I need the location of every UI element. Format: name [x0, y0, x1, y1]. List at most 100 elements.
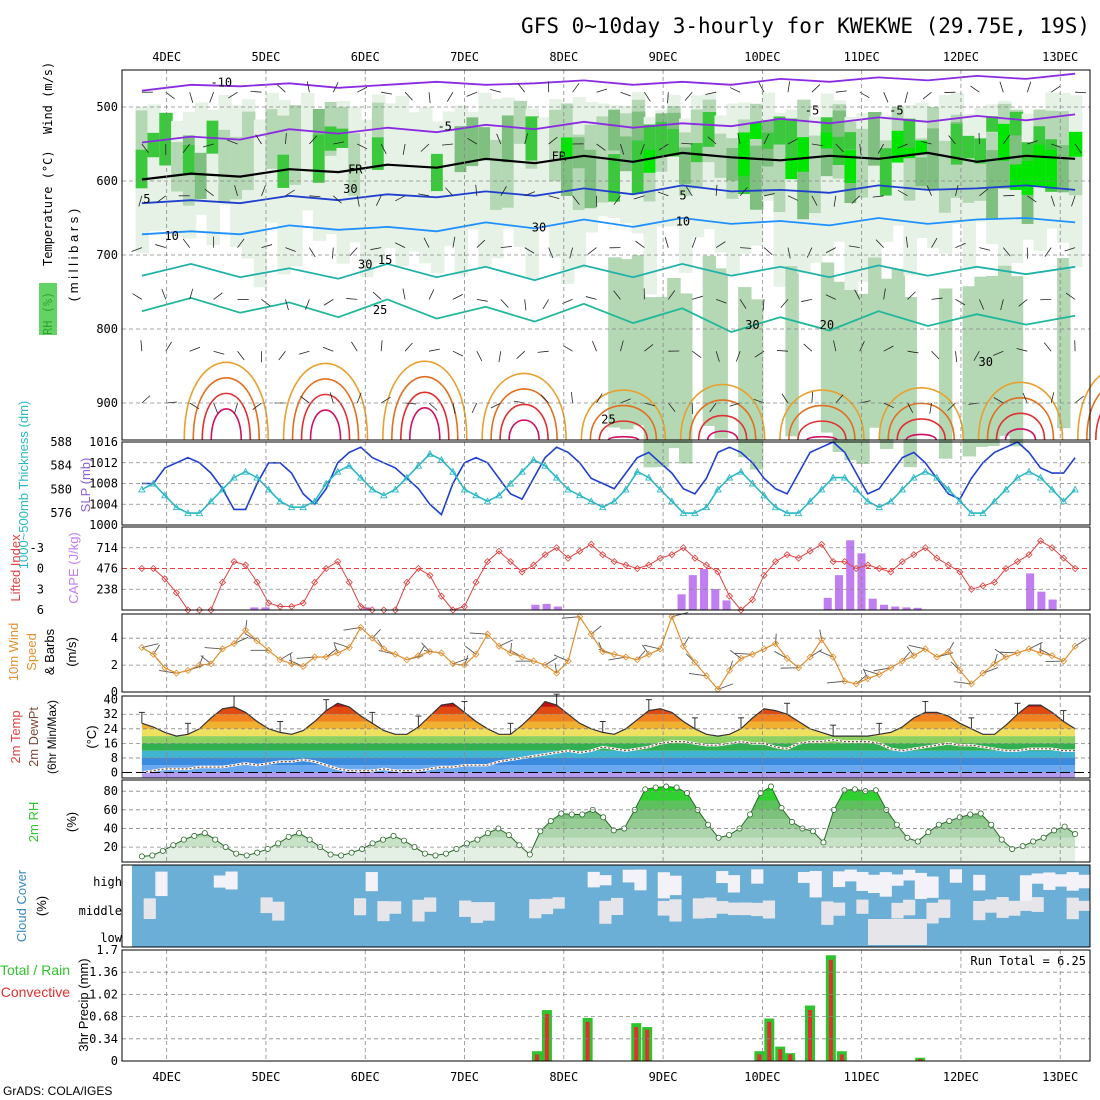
wind-barb — [620, 340, 624, 352]
cloud-high-cell — [1031, 873, 1044, 884]
wind-barb — [872, 195, 884, 198]
cloud-high-cell — [365, 872, 378, 892]
li-marker — [714, 568, 722, 576]
surface-wind-barb — [333, 643, 339, 654]
thickness-marker — [910, 473, 918, 481]
wind-barb — [329, 392, 334, 404]
y-tick-temp: 0 — [111, 766, 118, 780]
cloud-mid-cell — [377, 901, 390, 922]
cape-bar — [857, 553, 866, 610]
rh-marker — [568, 811, 575, 818]
thickness-marker — [345, 461, 354, 469]
surface-wind-barb — [729, 660, 734, 671]
rh-shade — [773, 116, 787, 145]
temp-dome — [201, 392, 252, 441]
rh-shade — [797, 137, 811, 172]
wind-barb — [213, 402, 218, 414]
wind-marker — [1013, 649, 1022, 657]
precip-conv-bar — [778, 1049, 783, 1061]
wind-barb — [402, 288, 406, 300]
panels-layer: 4DEC 5DEC 6DEC 7DEC 8DEC 9DEC 10DEC 11DEC 12DEC 1… — [0, 50, 1100, 1084]
wind-barb — [948, 135, 956, 145]
wind-barb — [517, 83, 526, 93]
cape-bar — [1037, 591, 1046, 610]
wind-barb — [835, 394, 844, 404]
thickness-marker — [575, 491, 584, 499]
wind-barb — [833, 195, 837, 207]
thickness-marker — [299, 503, 307, 511]
wind-marker — [437, 649, 445, 657]
wind-barb — [1074, 395, 1084, 404]
wind-barb — [667, 290, 676, 300]
temp-dome — [607, 435, 640, 441]
cape-bar — [868, 598, 877, 610]
wind-marker — [541, 661, 549, 669]
cloud-mid-cell — [412, 899, 425, 922]
wind-barb — [227, 139, 238, 145]
wind-barb — [452, 294, 463, 300]
cloud-high-cell — [832, 871, 846, 888]
rh-marker — [998, 836, 1005, 843]
rh-shade — [631, 140, 646, 194]
li-marker — [806, 547, 814, 555]
y-tick-wind: 2 — [111, 658, 118, 672]
wind-marker — [230, 640, 238, 648]
wind-barb — [572, 195, 580, 205]
y-tick-slp: 1004 — [89, 497, 118, 511]
temp-hgrid — [122, 713, 1090, 759]
cloud-mid-cell — [984, 899, 998, 913]
li-marker — [230, 558, 238, 566]
rh-marker — [463, 840, 470, 847]
cloud-mid-cell — [540, 898, 554, 915]
wind-barb — [1075, 91, 1087, 94]
wind-barb — [571, 392, 573, 404]
thickness-marker — [380, 491, 388, 499]
cloud-mid-cell — [657, 900, 670, 916]
thickness-marker — [1025, 467, 1033, 475]
thickness-marker — [495, 491, 503, 499]
rh-marker — [747, 811, 754, 818]
y-tick-thickness: 576 — [50, 506, 72, 520]
li-marker — [818, 540, 826, 548]
y-tick-thickness: 584 — [50, 459, 72, 473]
wind-barb — [202, 143, 214, 148]
rh-shade — [1009, 276, 1024, 447]
wind-barb — [141, 395, 151, 404]
thickness-marker — [357, 473, 365, 481]
contour-label: -5 — [437, 120, 451, 134]
yunit-cloud: (%) — [34, 896, 49, 916]
cloud-mid-cell — [704, 897, 717, 919]
rh-marker — [348, 849, 355, 856]
rh-shade — [147, 132, 161, 158]
li-marker — [553, 544, 561, 552]
li-frame — [121, 526, 1091, 611]
y-tick-rh: 80 — [104, 784, 118, 798]
cloud-high-cell — [1043, 872, 1056, 890]
rh-band — [141, 828, 1076, 838]
temp-dome — [1004, 428, 1037, 441]
wind-barb — [1022, 392, 1028, 404]
upper-hgrid — [122, 106, 1090, 404]
cloud-high-cell — [1054, 874, 1068, 887]
cloud-mid-cell — [1066, 897, 1079, 920]
temp-dome — [192, 377, 261, 441]
rh-marker — [243, 852, 250, 859]
temp-dome — [589, 404, 658, 441]
wind-marker — [149, 650, 157, 658]
thickness-marker — [333, 467, 342, 475]
wind-barb — [322, 346, 334, 352]
rh-shade — [891, 268, 906, 439]
wind-marker — [506, 649, 515, 657]
thickness-marker — [887, 497, 895, 505]
wind-barb — [596, 393, 603, 404]
wind-barb — [859, 341, 865, 352]
cape-bar — [1048, 599, 1057, 610]
thickness-marker — [414, 461, 423, 469]
cloud-high-cell — [587, 871, 600, 888]
li-marker — [437, 592, 445, 600]
wind-barb — [467, 137, 478, 145]
wind-barb — [475, 184, 478, 196]
wind-barb — [141, 143, 149, 154]
rh-shade — [714, 268, 728, 439]
li-marker — [564, 554, 572, 562]
